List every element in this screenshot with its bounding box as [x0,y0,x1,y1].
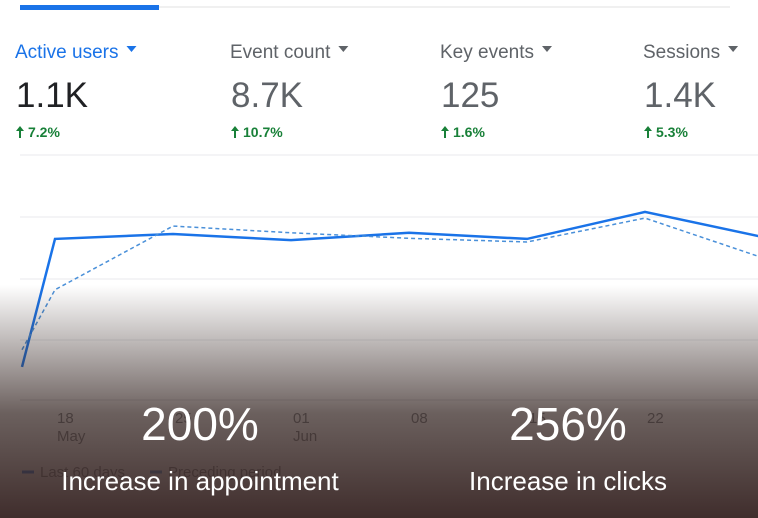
metric-label: Sessions [643,42,720,63]
metric-change: 1.6% [453,124,485,140]
metric-change: 5.3% [656,124,688,140]
stat-caption: Increase in appointment [61,466,339,496]
metric-label: Key events [440,42,534,63]
up-arrow-icon [441,126,449,138]
series-line [20,210,758,368]
dropdown-icon [728,46,739,52]
stat-value: 200% [141,398,259,450]
metric-value: 8.7K [231,76,303,115]
metric-label: Event count [230,42,331,63]
stats: 200% Increase in appointment 256% Increase … [61,398,667,496]
metric-change: 7.2% [28,124,60,140]
up-arrow-icon [231,126,239,138]
stat-caption: Increase in clicks [469,466,667,496]
up-arrow-icon [16,126,24,138]
metric-value: 125 [441,76,499,115]
overlay [0,285,758,518]
dropdown-icon [338,46,349,52]
metric-value: 1.1K [16,76,88,115]
stat-value: 256% [509,398,627,450]
dropdown-icon [542,46,552,52]
active-tab [20,5,159,10]
dropdown-icon [126,46,137,52]
series-line [21,217,758,351]
metric-change: 10.7% [243,124,283,140]
metric-label: Active users [15,42,118,63]
metric-value: 1.4K [644,76,716,115]
up-arrow-icon [644,126,652,138]
